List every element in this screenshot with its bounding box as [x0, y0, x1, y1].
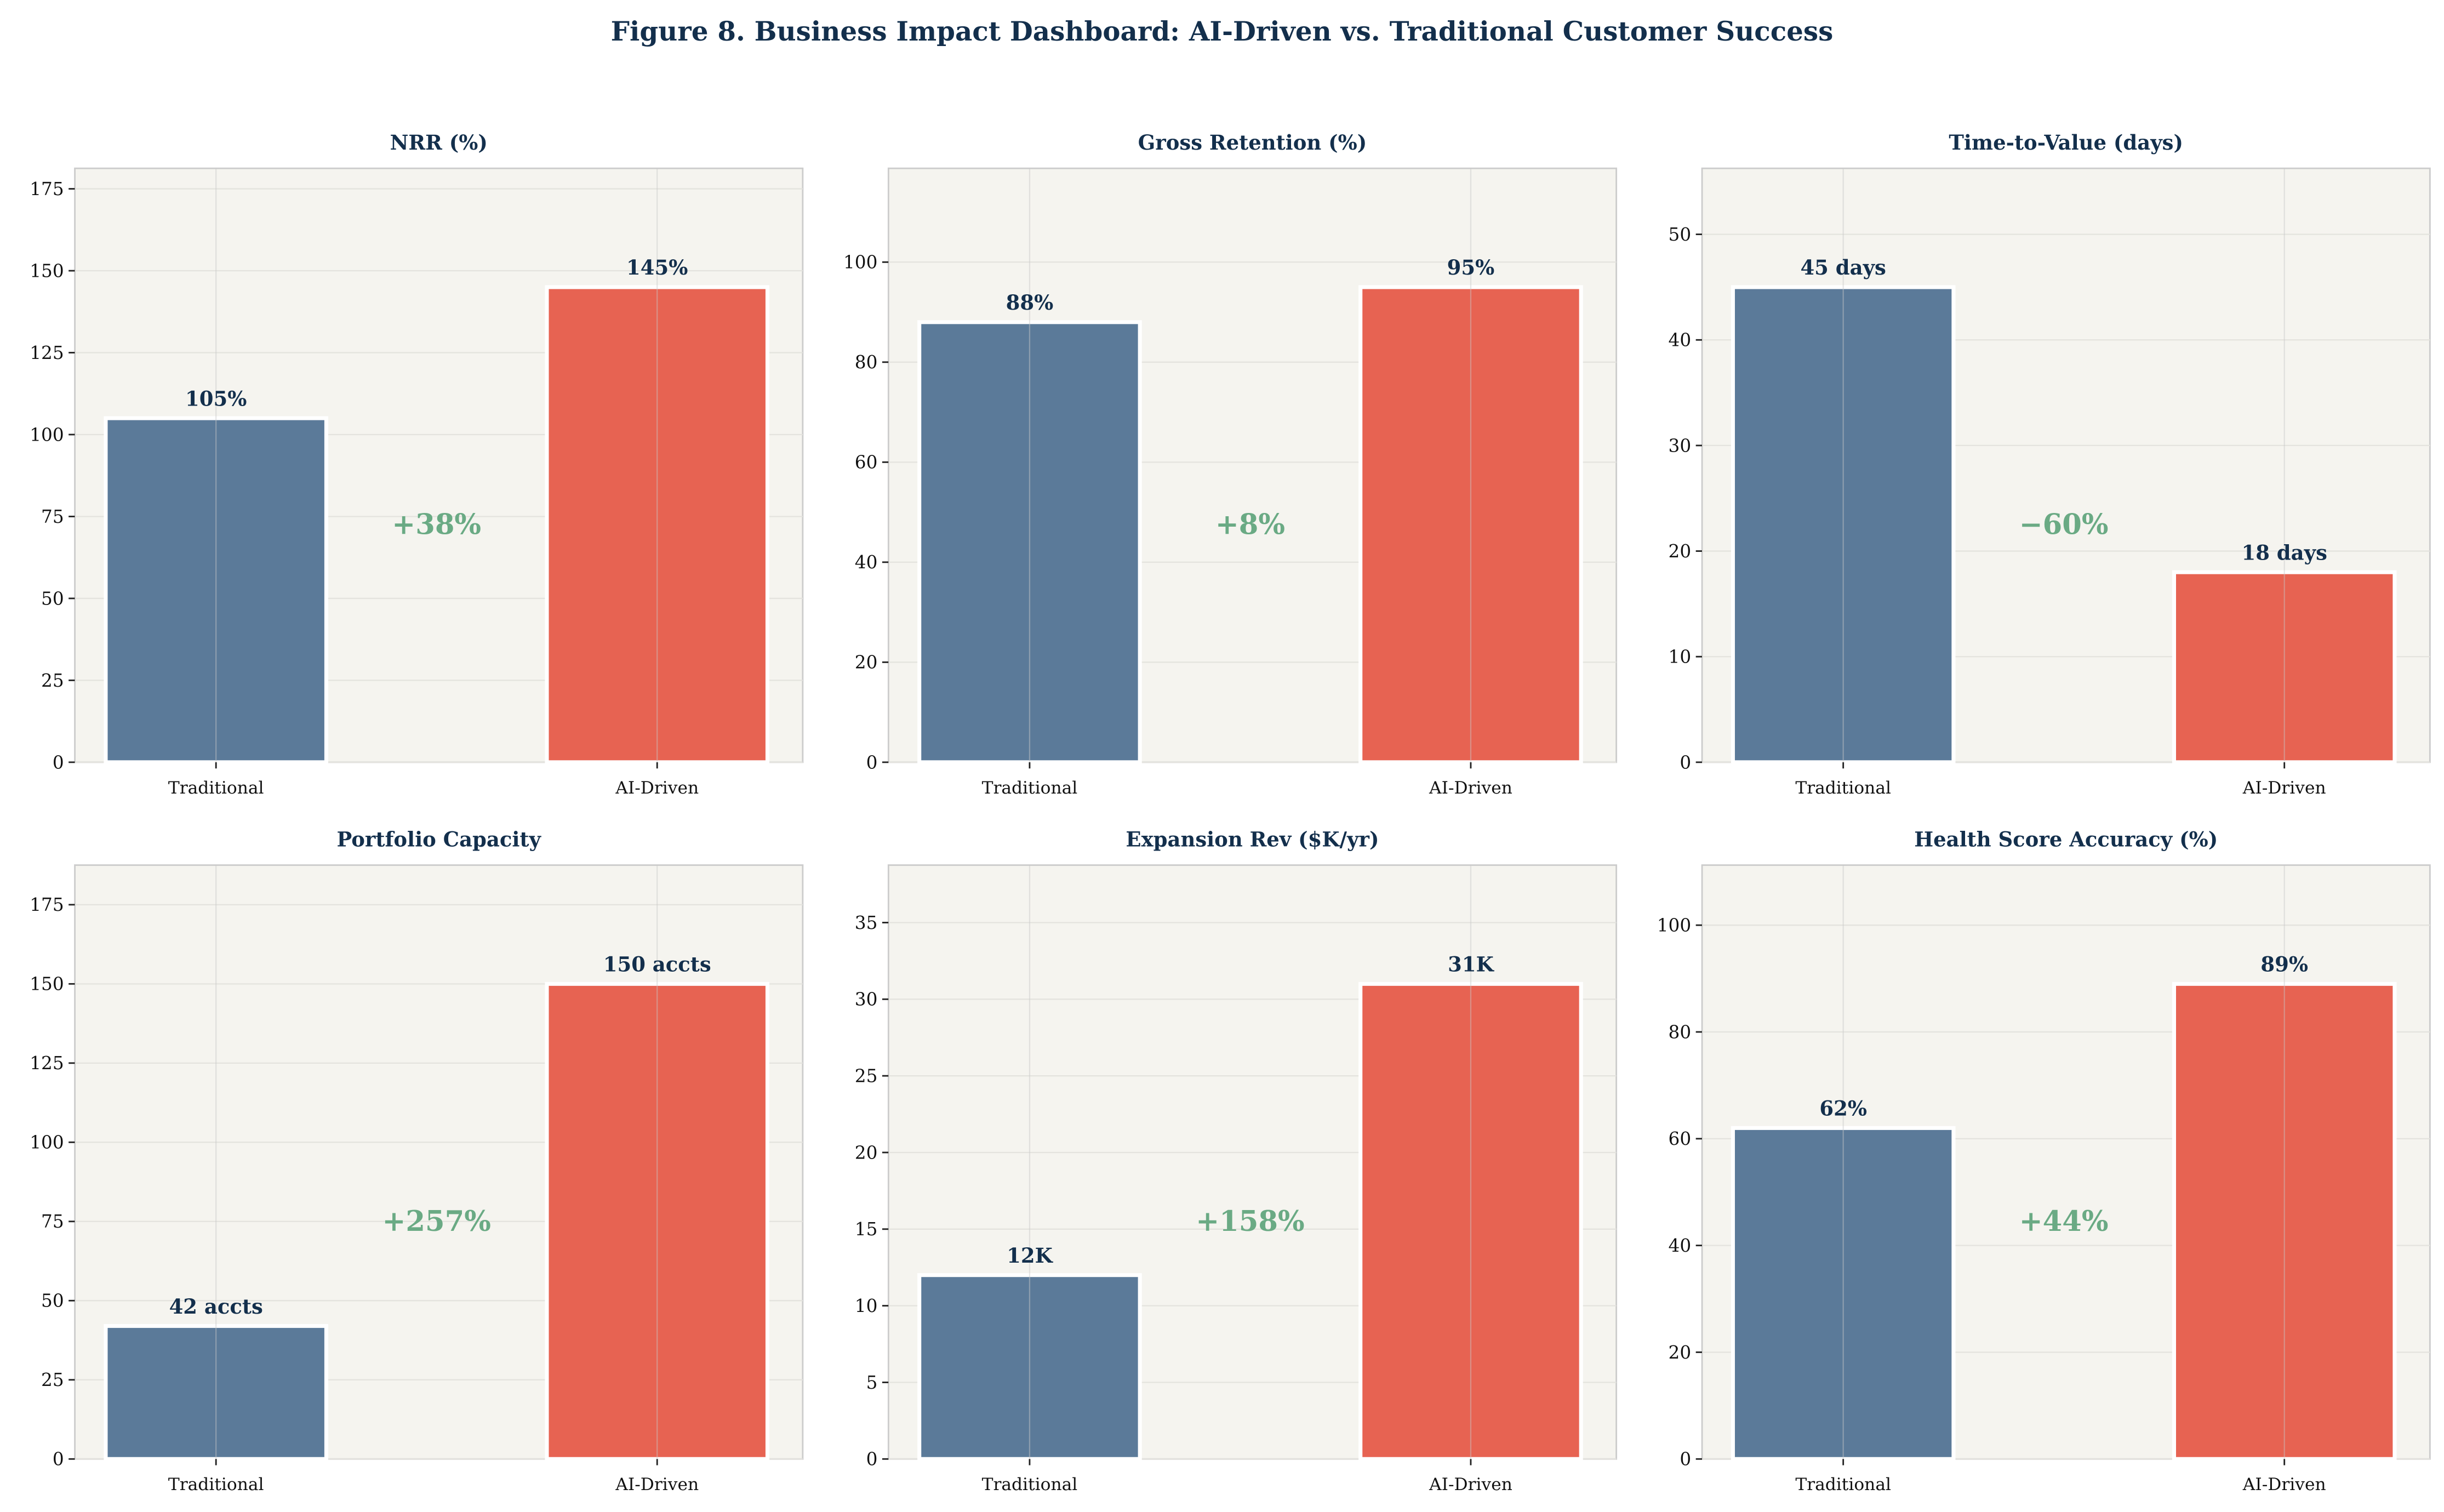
- y-tick-label: 100: [30, 1132, 64, 1153]
- y-tick-label: 0: [1680, 1449, 1691, 1470]
- bar-traditional: [104, 1323, 328, 1461]
- value-label: 42 accts: [169, 1294, 263, 1319]
- x-tick-label: Traditional: [982, 778, 1078, 798]
- y-tick-label: 0: [53, 1449, 64, 1470]
- y-tick-label: 80: [855, 352, 878, 373]
- y-tick-label: 20: [855, 652, 878, 673]
- x-tick-label: Traditional: [1795, 778, 1891, 798]
- bar-ai-driven: [545, 982, 770, 1461]
- y-tick-label: 60: [855, 452, 878, 473]
- y-tick-label: 40: [855, 552, 878, 573]
- y-tick-label: 10: [855, 1296, 878, 1316]
- y-tick-label: 150: [30, 260, 64, 281]
- panel-title: Time-to-Value (days): [1949, 130, 2183, 155]
- x-tick-label: Traditional: [982, 1475, 1078, 1494]
- y-tick-label: 100: [843, 252, 877, 273]
- value-label: 150 accts: [603, 952, 711, 977]
- panel-0: NRR (%) 0 25 50 75 100 125 150 175 105% Traditiona…: [30, 130, 804, 798]
- x-tick-label: AI-Driven: [2242, 778, 2326, 798]
- bar-traditional: [917, 320, 1142, 764]
- value-label: 105%: [185, 386, 247, 410]
- panel-4: Expansion Rev ($K/yr) 0 5 10 15 20 25 30 35 12K Tr…: [855, 827, 1618, 1494]
- bar-traditional: [104, 416, 328, 764]
- panel-1: Gross Retention (%) 0 20 40 60 80 100 88% Tradit…: [843, 130, 1618, 798]
- y-tick-label: 80: [1669, 1022, 1692, 1042]
- value-label: 12K: [1007, 1243, 1053, 1268]
- y-tick-label: 15: [855, 1219, 878, 1240]
- y-tick-label: 175: [30, 894, 64, 915]
- delta-label: +257%: [382, 1205, 491, 1238]
- y-tick-label: 100: [30, 424, 64, 445]
- bar-ai-driven: [545, 285, 770, 764]
- y-tick-label: 50: [41, 1291, 64, 1311]
- y-tick-label: 50: [1669, 224, 1692, 245]
- y-tick-label: 60: [1669, 1128, 1692, 1149]
- x-tick-label: Traditional: [168, 1475, 264, 1494]
- y-tick-label: 20: [855, 1142, 878, 1163]
- y-tick-label: 0: [1680, 752, 1691, 773]
- bar-ai-driven: [2172, 982, 2397, 1461]
- x-tick-label: AI-Driven: [1429, 778, 1512, 798]
- y-tick-label: 100: [1657, 915, 1691, 936]
- y-tick-label: 0: [53, 752, 64, 773]
- panel-3: Portfolio Capacity 0 25 50 75 100 125 150 175 42 …: [30, 827, 804, 1494]
- value-label: 89%: [2260, 952, 2308, 977]
- panel-5: Health Score Accuracy (%) 0 20 40 60 80 100 62%…: [1657, 827, 2431, 1494]
- y-tick-label: 25: [41, 1370, 64, 1390]
- x-tick-label: Traditional: [168, 778, 264, 798]
- bar-ai-driven: [1358, 982, 1583, 1461]
- bar-traditional: [1731, 285, 1956, 764]
- delta-label: +38%: [392, 508, 481, 541]
- x-tick-label: AI-Driven: [1429, 1475, 1512, 1494]
- value-label: 18 days: [2241, 540, 2327, 564]
- bar-ai-driven: [1358, 285, 1583, 764]
- value-label: 88%: [1006, 290, 1054, 315]
- panel-title: Portfolio Capacity: [336, 827, 541, 851]
- y-tick-label: 25: [41, 670, 64, 691]
- y-tick-label: 75: [41, 506, 64, 527]
- panel-title: Gross Retention (%): [1138, 130, 1367, 155]
- delta-label: −60%: [2019, 508, 2109, 541]
- x-tick-label: AI-Driven: [615, 778, 699, 798]
- delta-label: +158%: [1196, 1205, 1304, 1238]
- value-label: 95%: [1447, 255, 1495, 279]
- delta-label: +8%: [1215, 508, 1285, 541]
- y-tick-label: 75: [41, 1211, 64, 1232]
- y-tick-label: 35: [855, 912, 878, 933]
- y-tick-label: 10: [1669, 647, 1692, 667]
- y-tick-label: 40: [1669, 330, 1692, 351]
- y-tick-label: 50: [41, 588, 64, 609]
- y-tick-label: 0: [866, 752, 878, 773]
- value-label: 62%: [1819, 1097, 1867, 1121]
- y-tick-label: 25: [855, 1066, 878, 1087]
- y-tick-label: 20: [1669, 1342, 1692, 1363]
- y-tick-label: 0: [866, 1449, 878, 1470]
- y-tick-label: 40: [1669, 1235, 1692, 1256]
- panel-title: NRR (%): [390, 130, 488, 155]
- y-tick-label: 125: [30, 1053, 64, 1074]
- value-label: 145%: [626, 255, 688, 279]
- x-tick-label: AI-Driven: [2242, 1475, 2326, 1494]
- panel-title: Expansion Rev ($K/yr): [1126, 827, 1379, 851]
- panel-2: Time-to-Value (days) 0 10 20 30 40 50 45 days Tr…: [1669, 130, 2431, 798]
- value-label: 31K: [1448, 952, 1494, 977]
- value-label: 45 days: [1800, 255, 1886, 279]
- figure-title: Figure 8. Business Impact Dashboard: AI-…: [611, 16, 1834, 47]
- y-tick-label: 30: [855, 989, 878, 1010]
- delta-label: +44%: [2019, 1205, 2109, 1238]
- y-tick-label: 20: [1669, 541, 1692, 562]
- x-tick-label: Traditional: [1795, 1475, 1891, 1494]
- y-tick-label: 150: [30, 974, 64, 995]
- y-tick-label: 5: [866, 1372, 878, 1393]
- panel-title: Health Score Accuracy (%): [1914, 827, 2218, 851]
- y-tick-label: 30: [1669, 435, 1692, 456]
- y-tick-label: 175: [30, 179, 64, 199]
- y-tick-label: 125: [30, 343, 64, 363]
- x-tick-label: AI-Driven: [615, 1475, 699, 1494]
- bar-ai-driven: [2172, 570, 2397, 764]
